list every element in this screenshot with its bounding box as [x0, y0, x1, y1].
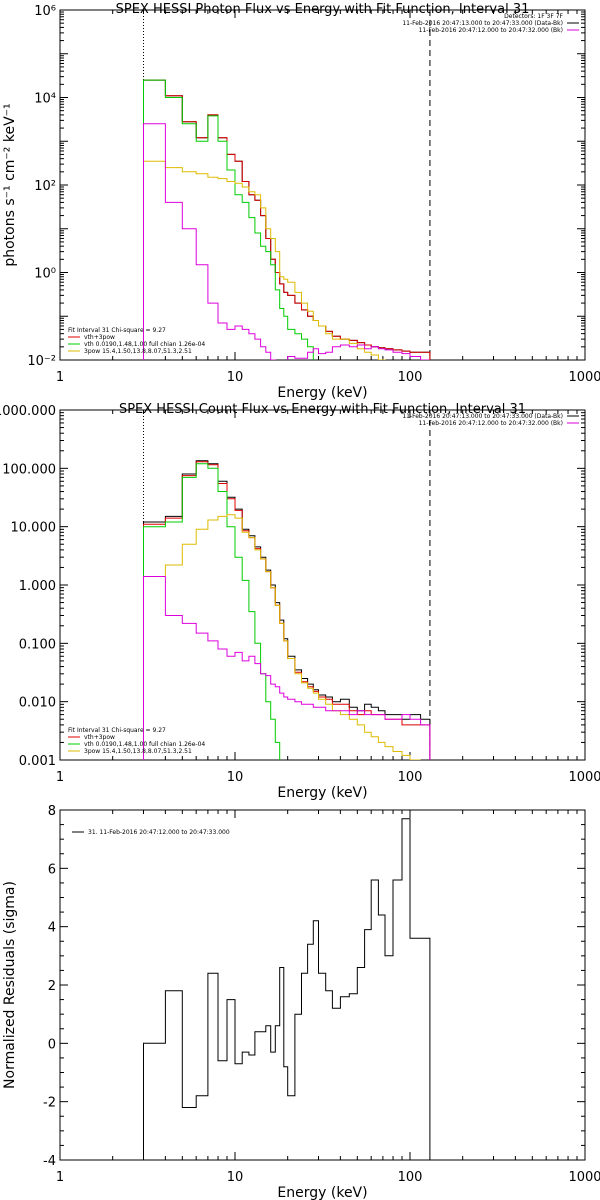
legend-bottomleft-line: vth+3pow [84, 734, 115, 741]
series-line-2 [143, 461, 431, 760]
legend-topright-line: 11-Feb-2016 20:47:12.000 to 20:47:32.000… [419, 27, 563, 34]
series-group [143, 79, 431, 360]
y-tick-label: 10⁶ [34, 4, 56, 19]
x-tick-label: 10 [227, 1170, 244, 1185]
series-line-3 [143, 79, 319, 360]
legend-topright-line: 11-Feb-2016 20:47:13.000 to 20:47:33.000… [402, 20, 563, 27]
x-tick-label: 1 [56, 1170, 64, 1185]
x-tick-label: 1000 [568, 1170, 600, 1185]
y-tick-label: 4 [48, 921, 56, 936]
series-line-5 [143, 576, 431, 760]
y-tick-label: 8 [48, 804, 56, 819]
y-tick-label: 1.000 [19, 579, 56, 594]
y-axis-label: photons s⁻¹ cm⁻² keV⁻¹ [2, 103, 18, 266]
y-tick-label: 10⁻² [27, 354, 56, 369]
legend-bottomleft-line: 3pow 15.4,1.50,13.8,8.07,51.3,2.51 [84, 748, 192, 755]
legend-bottomleft-line: Fit Interval 31 Chi-square = 9.27 [68, 727, 166, 734]
panel-3: 1 10 100 1000 -4 -2 0 2 4 6 8 Energy (keV) Normalize… [2, 804, 600, 1200]
series-line-4 [143, 514, 421, 760]
y-tick-label: 2 [48, 979, 56, 994]
x-tick-label: 1000 [568, 770, 600, 785]
x-tick-label: 100 [398, 1170, 423, 1185]
legend-topright-line: 11-Feb-2016 20:47:13.000 to 20:47:33.000… [402, 413, 563, 420]
legend-topleft-line: 31. 11-Feb-2016 20:47:12.000 to 20:47:33… [88, 829, 230, 836]
series-line-3 [143, 463, 281, 760]
legend-bottomleft-line: vth 0.0190,1.48,1.00 full chian 1.26e-04 [84, 341, 205, 348]
y-tick-label: 0.100 [19, 637, 56, 652]
y-tick-label: 0 [48, 1037, 56, 1052]
x-tick-label: 1 [56, 770, 64, 785]
y-tick-label: 100.000 [2, 462, 56, 477]
x-tick-label: 100 [398, 370, 423, 385]
legend-bottomleft-line: vth 0.0190,1.48,1.00 full chian 1.26e-04 [84, 741, 205, 748]
legend-bottomleft-line: vth+3pow [84, 334, 115, 341]
series-line-1 [143, 818, 431, 1160]
legend-bottomleft-line: Fit Interval 31 Chi-square = 9.27 [68, 327, 166, 334]
y-tick-label: 0.010 [19, 696, 56, 711]
y-tick-label: 10⁰ [34, 267, 56, 282]
x-axis-label: Energy (keV) [277, 385, 367, 401]
legend-bottomleft-line: 3pow 15.4,1.50,13.8,8.07,51.3,2.51 [84, 348, 192, 355]
series-line-1 [143, 460, 431, 760]
panel-2: SPEX HESSI Count Flux vs Energy with Fit… [0, 402, 600, 801]
y-tick-label: -4 [43, 1154, 56, 1169]
y-tick-label: 10² [34, 179, 56, 194]
y-tick-label: 10.000 [11, 521, 57, 536]
x-axis-label: Energy (keV) [277, 785, 367, 801]
y-tick-label: -2 [43, 1096, 56, 1111]
x-tick-label: 10 [227, 770, 244, 785]
y-tick-label: 10⁴ [34, 92, 56, 107]
x-tick-label: 1 [56, 370, 64, 385]
series-group [143, 818, 431, 1160]
series-line-5 [143, 123, 430, 360]
x-tick-label: 10 [227, 370, 244, 385]
y-axis-label: Normalized Residuals (sigma) [2, 881, 18, 1089]
x-tick-label: 1000 [568, 370, 600, 385]
legend-topright-line: 11-Feb-2016 20:47:12.000 to 20:47:32.000… [419, 420, 563, 427]
y-tick-label: 0.001 [19, 754, 56, 769]
plot-frame [59, 9, 586, 361]
x-axis-label: Energy (keV) [277, 1185, 367, 1200]
series-line-2 [143, 79, 431, 360]
plot-frame [59, 809, 586, 1161]
x-tick-label: 100 [398, 770, 423, 785]
y-tick-label: 6 [48, 862, 56, 877]
y-tick-label: 1000.000 [0, 404, 56, 419]
legend-topright-line: Detectors: 1F 3F 7F [504, 13, 563, 20]
series-group [143, 460, 431, 760]
series-line-4 [143, 160, 411, 360]
panel-1: SPEX HESSI Photon Flux vs Energy with Fi… [2, 2, 600, 401]
